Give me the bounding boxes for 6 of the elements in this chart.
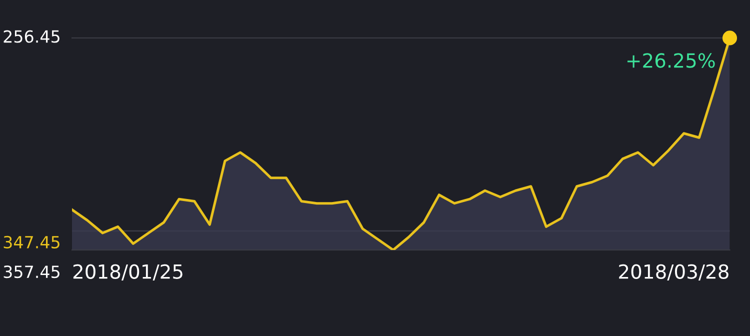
text: 256.45 (4, 30, 60, 43)
text: 2018/01/25 (73, 264, 182, 280)
text: 357.45 (4, 266, 60, 278)
text: 2018/03/28 (619, 264, 728, 280)
text: 347.45 (4, 236, 60, 248)
annotation: +26.25% (627, 53, 715, 68)
